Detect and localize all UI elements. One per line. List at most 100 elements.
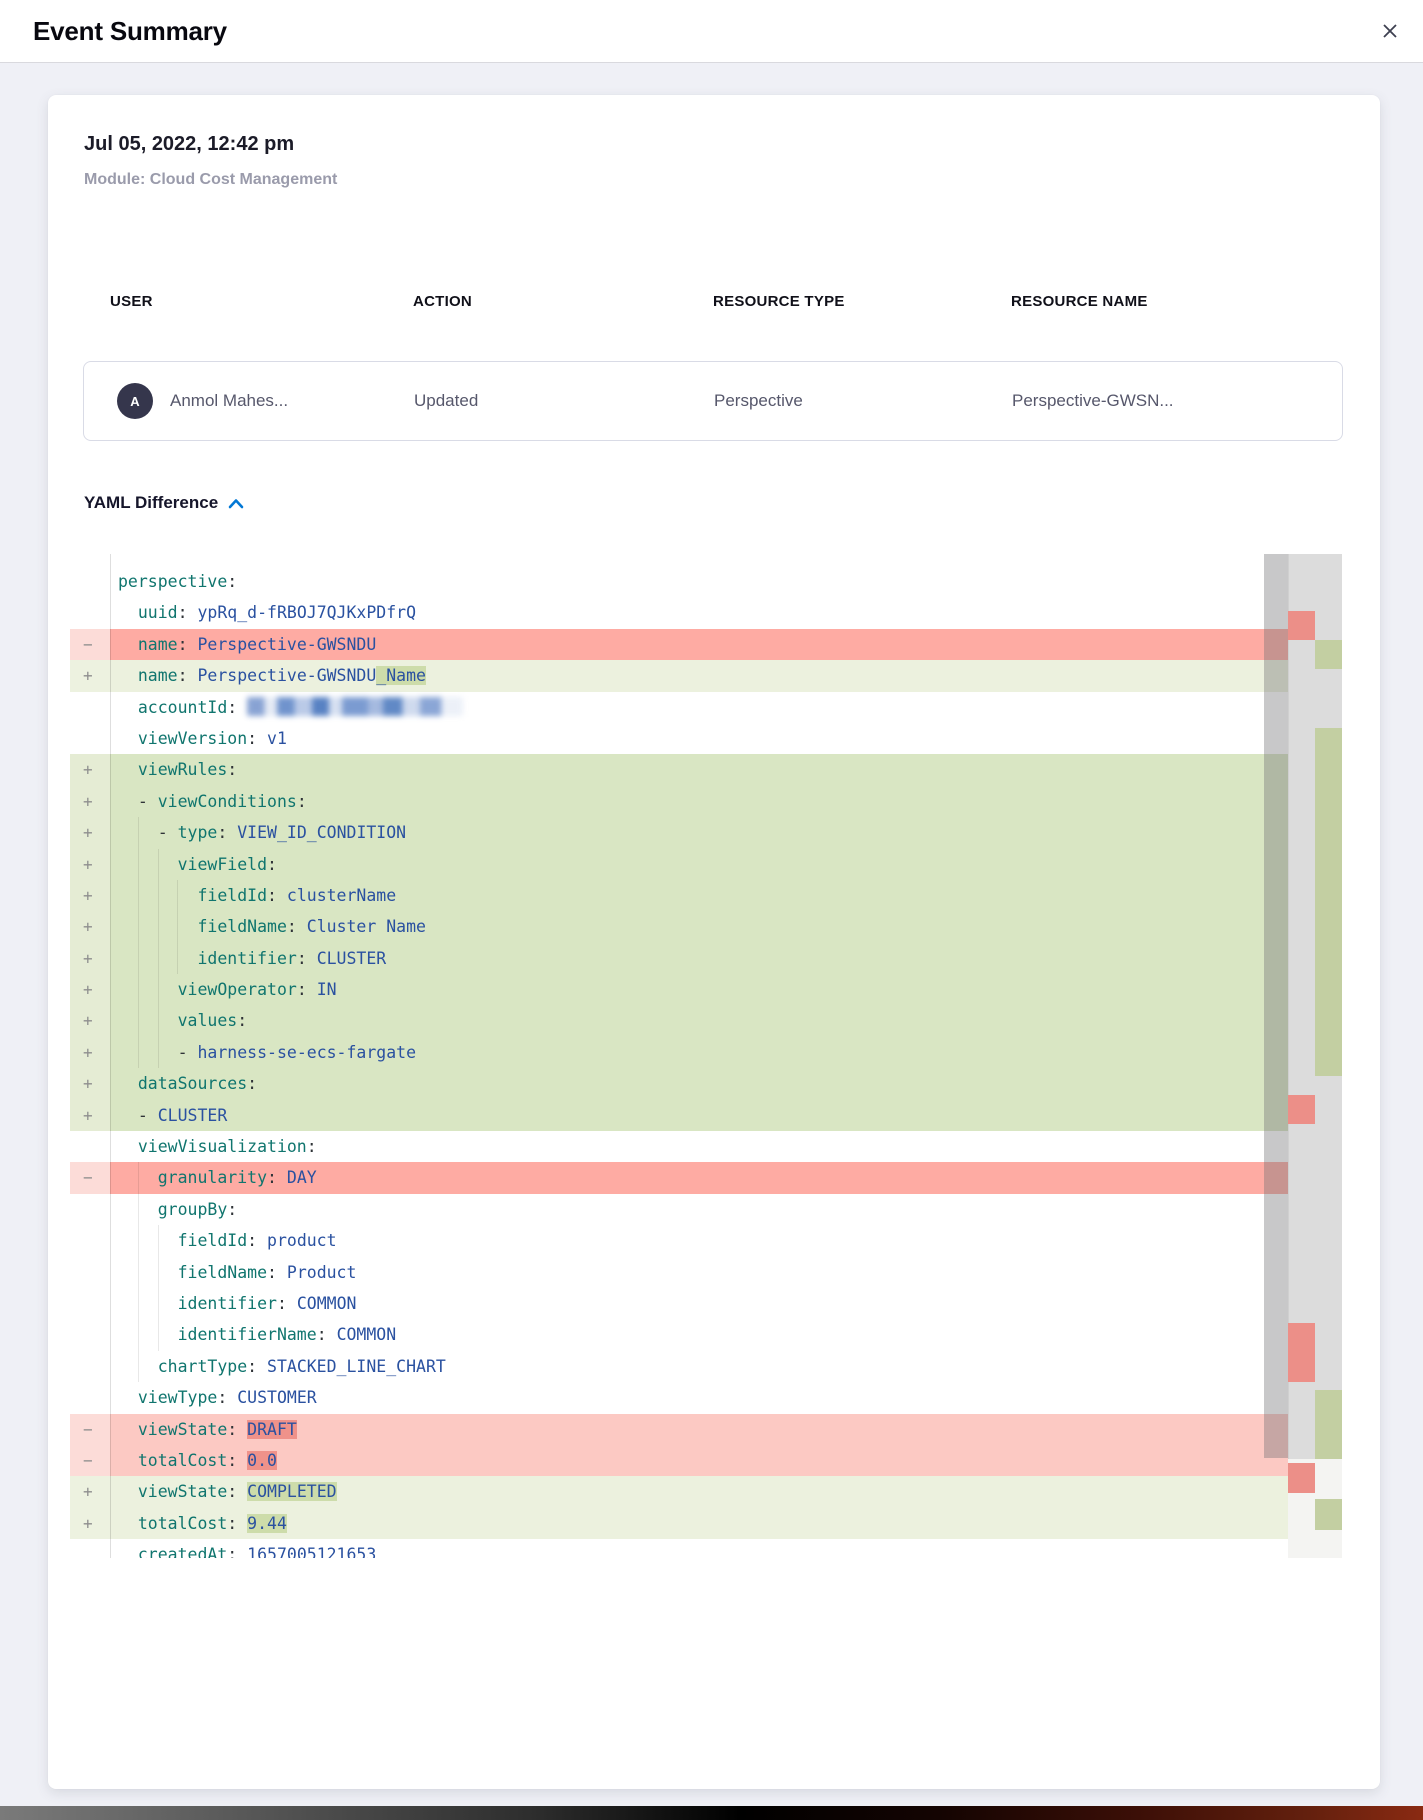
diff-line: − name: Perspective-GWSNDU [70, 628, 1342, 661]
user-name: Anmol Mahes... [170, 391, 289, 410]
diff-gutter-sign: − [70, 1444, 110, 1477]
user-cell: A Anmol Mahes... [117, 362, 288, 440]
diff-line: − granularity: DAY [70, 1162, 1342, 1194]
diff-gutter-sign: − [70, 1162, 110, 1194]
diff-gutter-sign [70, 692, 110, 723]
diff-gutter-sign [70, 1257, 110, 1288]
minimap-removed-block [1288, 1463, 1315, 1493]
resource-type-value: Perspective [714, 391, 803, 410]
diff-gutter-sign [70, 1351, 110, 1382]
diff-code-text: - harness-se-ecs-fargate [110, 1036, 1288, 1069]
column-header-action: ACTION [413, 293, 472, 310]
diff-gutter-sign [70, 1194, 110, 1225]
audit-table-header: USER ACTION RESOURCE TYPE RESOURCE NAME [48, 293, 1380, 313]
diff-code-text: viewType: CUSTOMER [118, 1388, 317, 1408]
column-header-user: USER [110, 293, 153, 310]
diff-line: + viewRules: [70, 754, 1342, 786]
diff-code-text: granularity: DAY [110, 1162, 1288, 1194]
diff-gutter-sign: + [70, 1507, 110, 1540]
diff-line: + totalCost: 9.44 [70, 1507, 1342, 1540]
diff-line: perspective: [70, 566, 1342, 597]
minimap-added-block [1315, 1390, 1342, 1459]
diff-line: + - CLUSTER [70, 1099, 1342, 1132]
diff-code-text: createdAt: 1657005121653 [118, 1545, 377, 1558]
diff-code-text: fieldName: Product [110, 1256, 1288, 1288]
diff-line: + - harness-se-ecs-fargate [70, 1036, 1342, 1069]
diff-line: + identifier: CLUSTER [70, 942, 1342, 975]
minimap-added-block [1315, 640, 1342, 669]
diff-code-text: viewVisualization: [118, 1137, 317, 1157]
avatar-initial: A [130, 393, 140, 409]
resource-name-value: Perspective-GWSN... [1012, 391, 1174, 410]
diff-line: + fieldName: Cluster Name [70, 911, 1342, 943]
diff-gutter-sign [70, 1225, 110, 1256]
diff-lines: perspective: uuid: ypRq_d-fRBOJ7QJKxPDfr… [70, 566, 1342, 1558]
diff-line: + values: [70, 1005, 1342, 1037]
diff-line: + viewState: COMPLETED [70, 1476, 1342, 1508]
diff-line: identifier: COMMON [70, 1287, 1342, 1320]
action-value: Updated [414, 391, 479, 410]
diff-gutter-sign: + [70, 785, 110, 818]
diff-line: accountId: [70, 692, 1342, 723]
diff-line: viewType: CUSTOMER [70, 1382, 1342, 1413]
diff-line: fieldId: product [70, 1225, 1342, 1257]
diff-line: + - type: VIEW_ID_CONDITION [70, 817, 1342, 849]
diff-gutter-sign: + [70, 1068, 110, 1100]
minimap-added-block [1315, 728, 1342, 1076]
diff-gutter-sign: + [70, 974, 110, 1006]
diff-code-text: accountId: [110, 692, 1288, 723]
diff-code-text: totalCost: 0.0 [110, 1444, 1288, 1477]
x-icon [1381, 22, 1399, 43]
event-module: Module: Cloud Cost Management [84, 171, 338, 188]
diff-code-text: name: Perspective-GWSNDU [110, 628, 1288, 661]
diff-gutter-sign [70, 1382, 110, 1413]
diff-code-text: uuid: ypRq_d-fRBOJ7QJKxPDfrQ [118, 603, 417, 623]
diff-code-text: perspective: [118, 572, 238, 591]
yaml-difference-label: YAML Difference [84, 493, 219, 512]
diff-line: groupBy: [70, 1193, 1342, 1226]
avatar: A [117, 383, 153, 419]
diff-code-text: chartType: STACKED_LINE_CHART [110, 1350, 1288, 1383]
diff-gutter-sign [70, 566, 110, 597]
diff-scrollbar-thumb[interactable] [1264, 554, 1288, 1458]
minimap-removed-block [1288, 1095, 1315, 1124]
diff-gutter-sign [70, 1319, 110, 1350]
diff-line: + dataSources: [70, 1068, 1342, 1100]
diff-gutter-sign: + [70, 817, 110, 849]
diff-code-text: identifierName: COMMON [110, 1319, 1288, 1351]
diff-code-text: identifier: COMMON [110, 1287, 1288, 1320]
diff-gutter-sign [70, 597, 110, 628]
diff-code-text: values: [110, 1005, 1288, 1037]
column-header-resource-type: RESOURCE TYPE [713, 293, 845, 310]
diff-code-text: - viewConditions: [110, 785, 1288, 818]
diff-line: viewVersion: v1 [70, 723, 1342, 754]
diff-code-text: viewField: [110, 848, 1288, 880]
diff-gutter-sign [70, 1131, 110, 1162]
yaml-difference-toggle[interactable]: YAML Difference [84, 493, 244, 513]
diff-gutter-sign [70, 723, 110, 754]
background-app-strip [0, 1806, 1423, 1820]
diff-minimap-ruler[interactable] [1288, 554, 1342, 1558]
close-button[interactable] [1375, 17, 1405, 47]
diff-gutter-sign [70, 1288, 110, 1319]
diff-gutter-sign: + [70, 1099, 110, 1132]
diff-gutter-sign: − [70, 628, 110, 661]
modal-title: Event Summary [33, 15, 227, 46]
diff-line: viewVisualization: [70, 1131, 1342, 1162]
diff-line: − totalCost: 0.0 [70, 1444, 1342, 1477]
diff-gutter-sign: + [70, 660, 110, 692]
diff-code-text: viewRules: [110, 754, 1288, 786]
chevron-up-icon [228, 498, 244, 509]
modal-header: Event Summary [0, 0, 1423, 63]
diff-code-text: fieldId: clusterName [110, 879, 1288, 912]
diff-gutter-sign: + [70, 942, 110, 975]
minimap-added-block [1315, 1499, 1342, 1530]
diff-gutter-sign [70, 1539, 110, 1558]
diff-gutter-sign: + [70, 848, 110, 880]
yaml-diff-viewer[interactable]: perspective: uuid: ypRq_d-fRBOJ7QJKxPDfr… [70, 554, 1342, 1558]
diff-code-text: - type: VIEW_ID_CONDITION [110, 817, 1288, 849]
audit-table-row[interactable]: A Anmol Mahes... Updated Perspective Per… [83, 361, 1343, 441]
redacted-account-id [247, 696, 464, 716]
diff-line: identifierName: COMMON [70, 1319, 1342, 1351]
diff-code-text: fieldId: product [110, 1225, 1288, 1257]
